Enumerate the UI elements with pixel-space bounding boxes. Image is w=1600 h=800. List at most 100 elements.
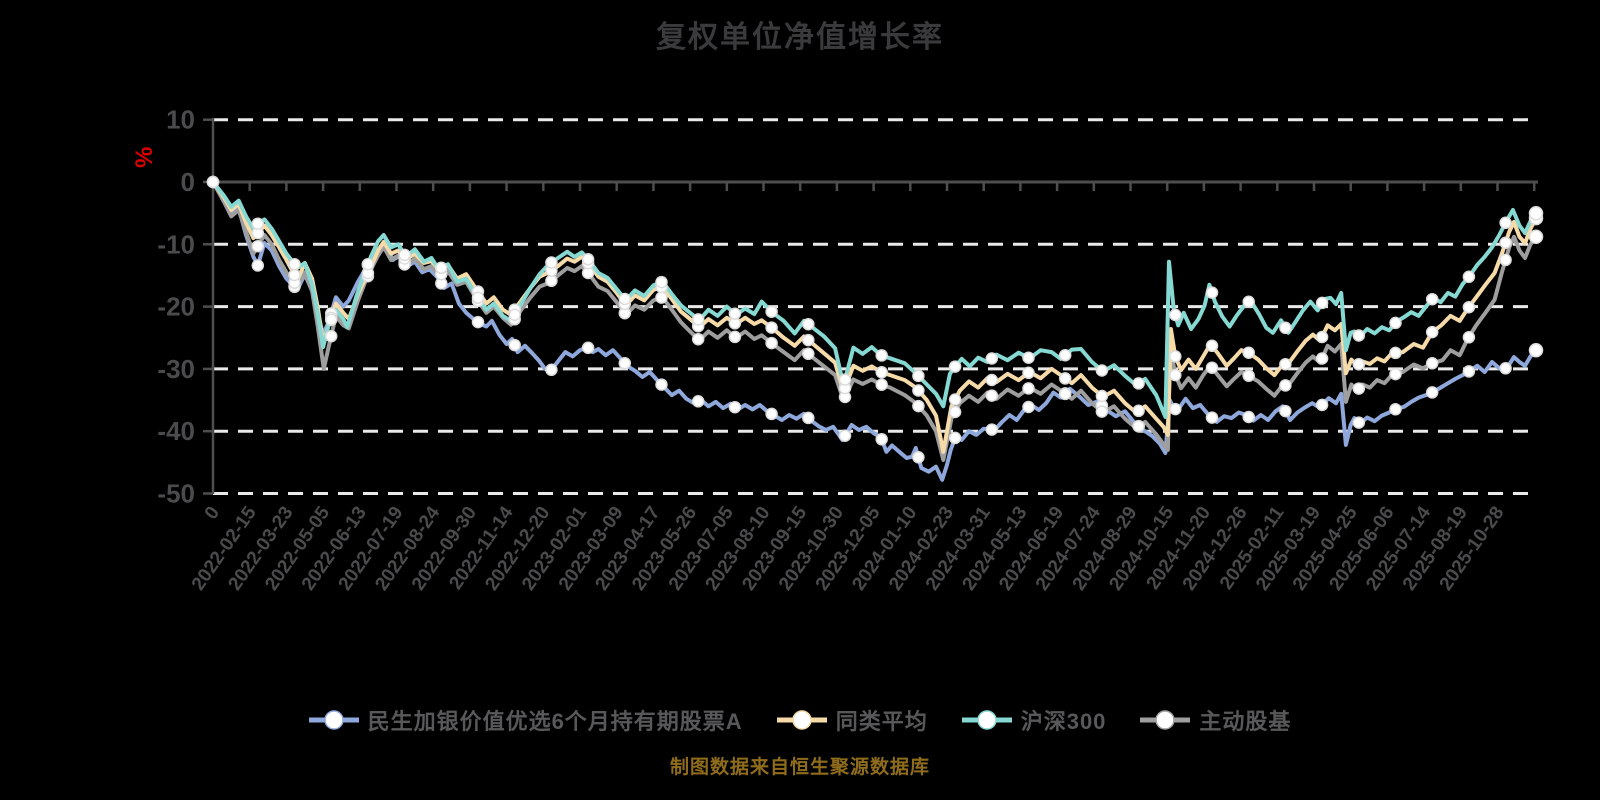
- hs300-line-marker-icon: [961, 710, 1012, 730]
- data-point-marker: [1389, 367, 1402, 381]
- data-point-marker: [948, 393, 962, 406]
- data-point-marker: [1462, 331, 1476, 344]
- data-point-marker: [1205, 286, 1219, 299]
- data-point-marker: [1058, 348, 1072, 362]
- legend-label: 同类平均: [835, 709, 928, 734]
- data-point-marker: [206, 175, 220, 189]
- data-point-marker: [1425, 325, 1439, 339]
- data-point-marker: [728, 330, 742, 344]
- data-point-marker: [728, 400, 742, 414]
- source-note: 制图数据来自恒生聚源数据库: [669, 757, 930, 778]
- data-point-marker: [1352, 329, 1366, 342]
- data-point-marker: [1352, 382, 1366, 395]
- data-point-marker: [985, 423, 999, 436]
- data-point-marker: [802, 411, 815, 425]
- data-point-marker: [985, 352, 999, 365]
- data-point-marker: [1279, 321, 1292, 335]
- data-point-marker: [618, 356, 632, 370]
- data-point-marker: [1425, 292, 1439, 306]
- data-point-marker: [985, 373, 999, 387]
- data-point-marker: [471, 315, 485, 329]
- data-point-marker: [581, 253, 595, 266]
- data-point-marker: [1242, 410, 1255, 424]
- data-point-marker: [1095, 389, 1109, 403]
- data-point-marker: [1499, 216, 1512, 230]
- data-point-marker: [1528, 229, 1544, 245]
- data-point-marker: [435, 261, 448, 275]
- x-axis-labels: 02022-02-152022-03-232022-05-052022-06-1…: [188, 502, 1509, 594]
- data-point-marker: [655, 291, 668, 304]
- data-point-marker: [618, 292, 632, 306]
- data-point-marker: [1352, 358, 1366, 371]
- data-point-marker: [1528, 342, 1544, 358]
- data-point-marker: [1132, 377, 1145, 390]
- data-point-marker: [875, 433, 888, 446]
- data-point-marker: [471, 291, 485, 305]
- data-point-marker: [1315, 398, 1329, 412]
- data-point-marker: [361, 257, 375, 271]
- data-point-marker: [912, 384, 925, 397]
- series-markers-0: [206, 175, 1544, 464]
- data-point-marker: [1389, 346, 1402, 360]
- data-point-marker: [1132, 404, 1145, 418]
- data-point-marker: [838, 373, 852, 386]
- legend-item-hs300[interactable]: 沪深300: [961, 704, 1107, 736]
- data-point-marker: [1242, 346, 1255, 359]
- data-point-marker: [324, 313, 338, 327]
- data-point-marker: [545, 363, 558, 377]
- data-point-marker: [802, 317, 815, 331]
- y-tick-label: -30: [157, 354, 195, 384]
- data-point-marker: [1499, 253, 1512, 267]
- data-point-marker: [1315, 330, 1329, 344]
- axes: [203, 118, 1538, 495]
- data-point-marker: [398, 248, 411, 262]
- data-point-marker: [1279, 357, 1292, 371]
- data-point-marker: [324, 329, 338, 343]
- data-point-marker: [985, 389, 999, 402]
- series-line-3: [211, 180, 1538, 462]
- fund-a-line-marker-icon: [308, 710, 359, 730]
- data-point-marker: [802, 347, 815, 361]
- data-point-marker: [912, 399, 925, 413]
- data-point-marker: [1528, 205, 1544, 221]
- y-axis-unit-label: %: [131, 147, 158, 168]
- data-point-marker: [1022, 382, 1035, 395]
- legend-item-active-equity-funds[interactable]: 主动股基: [1140, 704, 1291, 736]
- data-point-marker: [1205, 361, 1219, 374]
- y-tick-label: 0: [181, 167, 195, 197]
- data-point-marker: [1095, 405, 1109, 418]
- y-tick-label: -10: [157, 229, 195, 259]
- y-axis-labels: 10 0 -10 -20 -30 -40 -50: [157, 105, 195, 509]
- data-point-marker: [508, 308, 521, 321]
- data-point-marker: [545, 256, 558, 269]
- data-point-marker: [948, 431, 962, 445]
- y-tick-label: -50: [157, 479, 195, 509]
- data-point-marker: [1462, 270, 1476, 284]
- legend-item-category-average[interactable]: 同类平均: [776, 704, 928, 736]
- category-average-line-marker-icon: [776, 710, 827, 730]
- data-point-marker: [655, 378, 668, 391]
- data-point-marker: [508, 338, 521, 352]
- data-point-marker: [1022, 366, 1035, 380]
- data-point-marker: [691, 313, 705, 326]
- data-point-marker: [1242, 295, 1255, 309]
- series-line-0: [211, 180, 1538, 482]
- data-point-marker: [765, 305, 778, 318]
- data-point-marker: [1205, 339, 1219, 353]
- data-point-marker: [765, 321, 778, 334]
- data-point-marker: [1279, 379, 1292, 392]
- data-point-marker: [1095, 364, 1109, 377]
- data-point-marker: [251, 239, 265, 253]
- active-equity-funds-line-marker-icon: [1140, 710, 1191, 730]
- data-point-marker: [1315, 352, 1329, 365]
- data-point-marker: [581, 341, 595, 355]
- data-point-marker: [875, 378, 888, 391]
- data-point-marker: [1462, 300, 1476, 314]
- legend-item-fund-a[interactable]: 民生加银价值优选6个月持有期股票A: [308, 704, 743, 736]
- data-point-marker: [691, 332, 705, 346]
- data-point-marker: [838, 429, 852, 442]
- data-point-marker: [912, 451, 925, 464]
- data-point-marker: [1425, 386, 1439, 399]
- data-point-marker: [1058, 387, 1072, 401]
